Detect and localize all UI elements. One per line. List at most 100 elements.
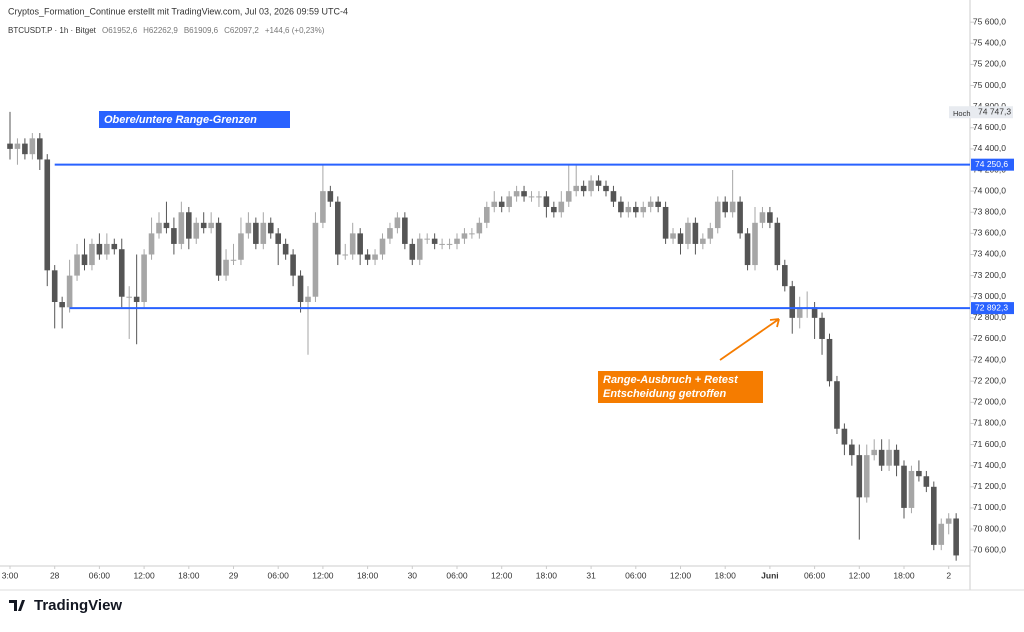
candle-body	[118, 249, 125, 297]
candle-body	[819, 317, 825, 339]
candle-body	[22, 143, 28, 155]
candle-body	[238, 233, 244, 260]
candle-body	[938, 523, 945, 545]
x-tick-label: 18:00	[715, 570, 737, 580]
candle-body	[186, 212, 192, 239]
chart-title: Cryptos_Formation_Continue erstellt mit …	[8, 6, 348, 16]
y-tick-label: 72 800,0	[973, 312, 1006, 322]
candle-body	[215, 222, 222, 276]
candle-body	[81, 254, 88, 266]
candle-body	[782, 265, 788, 287]
candle-body	[104, 243, 110, 255]
y-tick-label: 72 000,0	[973, 397, 1006, 407]
x-tick-label: 30	[408, 570, 418, 580]
candle-body	[245, 222, 252, 234]
x-tick-label: 06:00	[625, 570, 647, 580]
candle-body	[513, 191, 520, 197]
ohlc-value: H62262,9	[143, 26, 178, 35]
price-label-box	[971, 302, 1014, 315]
candle-body	[767, 212, 773, 223]
candle-body	[312, 222, 319, 297]
ohlc-value: O61952,6	[102, 26, 138, 35]
annotation-box	[99, 111, 290, 128]
candle-body	[744, 233, 751, 266]
y-tick-label: 74 400,0	[973, 143, 1006, 153]
x-tick-label: 18:00	[536, 570, 558, 580]
candle-body	[714, 201, 721, 229]
candle-body	[856, 455, 863, 498]
brand: TradingView	[34, 597, 122, 614]
candle-body	[633, 206, 639, 213]
y-tick-label: 72 400,0	[973, 354, 1006, 364]
price-label: 74 250,6	[975, 159, 1008, 169]
y-tick-label: 70 600,0	[973, 544, 1006, 554]
candle-body	[551, 206, 557, 213]
candle-body	[841, 428, 848, 445]
candle-body	[156, 222, 162, 234]
annotation-box	[598, 371, 763, 403]
x-tick-label: 18:00	[357, 570, 379, 580]
candle-body	[364, 254, 371, 260]
candle-body	[327, 191, 334, 202]
candle-body	[51, 270, 58, 303]
candle-body	[469, 233, 475, 235]
candle-body	[148, 233, 155, 255]
candle-body	[908, 470, 915, 508]
candle-body	[722, 201, 728, 213]
x-tick-label: 29	[229, 570, 239, 580]
y-tick-label: 73 800,0	[973, 207, 1006, 217]
brand-logo: TradingView	[9, 597, 122, 614]
candle-body	[439, 243, 445, 245]
candle-body	[953, 518, 959, 556]
candle-body	[670, 233, 676, 239]
candle-body	[342, 254, 349, 256]
x-tick-label: 12:00	[133, 570, 155, 580]
candle-body	[737, 201, 743, 234]
annotation-text: Range-Ausbruch + Retest	[603, 374, 739, 386]
candle-body	[558, 201, 565, 213]
y-tick-label: 72 200,0	[973, 375, 1006, 385]
candle-body	[886, 449, 892, 466]
candle-body	[573, 185, 579, 192]
x-tick-label: 28	[50, 570, 60, 580]
candle-body	[931, 486, 937, 545]
candle-body	[595, 180, 602, 186]
candle-body	[275, 233, 281, 244]
y-tick-label: 73 400,0	[973, 249, 1006, 259]
candle-body	[305, 296, 311, 303]
candle-body	[454, 238, 460, 244]
candle-body	[945, 518, 952, 524]
candle-body	[685, 222, 691, 244]
price-label: 72 892,3	[975, 302, 1008, 312]
candle-body	[901, 465, 907, 508]
y-tick-label: 74 600,0	[973, 122, 1006, 132]
candle-body	[677, 233, 684, 244]
annotation-text: Obere/untere Range-Grenzen	[104, 114, 257, 126]
y-tick-label: 75 000,0	[973, 80, 1006, 90]
candle-body	[647, 201, 654, 207]
candle-body	[424, 238, 430, 240]
candle-body	[431, 238, 438, 244]
candle-body	[640, 206, 647, 213]
candle-body	[89, 243, 95, 266]
candle-body	[126, 296, 132, 298]
candle-body	[394, 217, 401, 229]
candle-body	[163, 222, 170, 229]
candle-body	[409, 243, 416, 260]
x-tick-label: 31	[586, 570, 596, 580]
candle-body	[290, 254, 296, 276]
candle-body	[297, 275, 304, 303]
high-marker-box	[949, 106, 1013, 119]
candle-body	[580, 185, 587, 192]
candle-body	[811, 307, 818, 318]
arrow	[719, 318, 780, 361]
candle-body	[141, 254, 147, 303]
candle-body	[178, 212, 185, 244]
candle-body	[29, 138, 36, 155]
high-marker-name: Hoch	[953, 109, 971, 118]
candle-body	[193, 222, 200, 239]
candle-body	[834, 381, 840, 429]
symbol: BTCUSDT.P · 1h · Bitget	[8, 26, 97, 35]
y-tick-label: 73 600,0	[973, 228, 1006, 238]
candle-body	[416, 238, 423, 260]
